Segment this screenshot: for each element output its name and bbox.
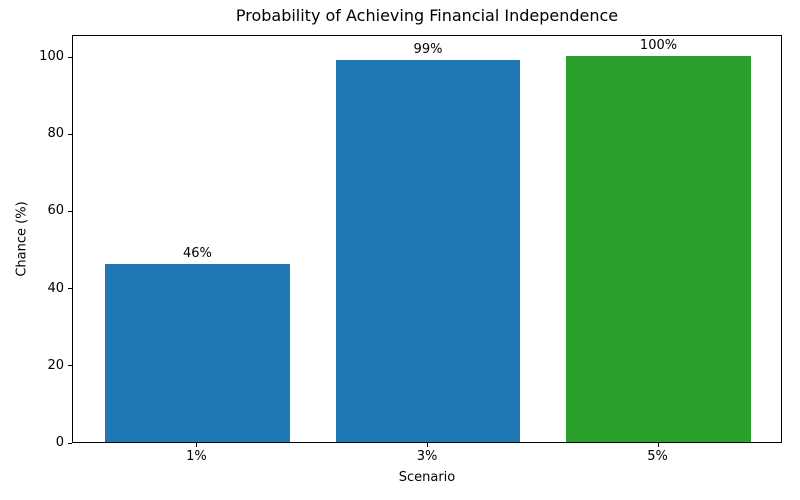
x-axis-label: Scenario — [398, 470, 456, 485]
x-tick-label: 1% — [186, 449, 207, 464]
x-tick-mark — [196, 443, 198, 447]
bar — [105, 264, 290, 442]
y-tick-mark — [68, 288, 72, 290]
bar — [335, 59, 521, 442]
y-tick-mark — [68, 365, 72, 367]
y-tick-mark — [68, 133, 72, 135]
y-tick-label: 20 — [47, 357, 64, 373]
bar-value-label: 100% — [639, 38, 678, 54]
x-tick-label: 5% — [647, 449, 668, 464]
y-tick-label: 0 — [55, 435, 64, 450]
x-tick-label: 3% — [416, 449, 438, 464]
y-tick-label: 60 — [47, 203, 64, 219]
y-tick-label: 40 — [47, 280, 64, 296]
y-tick-label: 80 — [47, 126, 64, 142]
y-tick-mark — [68, 210, 72, 212]
x-tick-mark — [427, 443, 428, 447]
y-tick-mark — [68, 442, 72, 444]
bar-value-label: 46% — [183, 246, 212, 262]
bar-value-label: 99% — [413, 41, 443, 57]
y-tick-mark — [68, 56, 72, 58]
y-tick-label: 100 — [39, 49, 64, 64]
plot-area: 46% 99% 100% — [72, 35, 782, 443]
bar — [566, 56, 751, 442]
x-tick-mark — [657, 443, 659, 447]
chart-title: Probability of Achieving Financial Indep… — [235, 6, 619, 25]
